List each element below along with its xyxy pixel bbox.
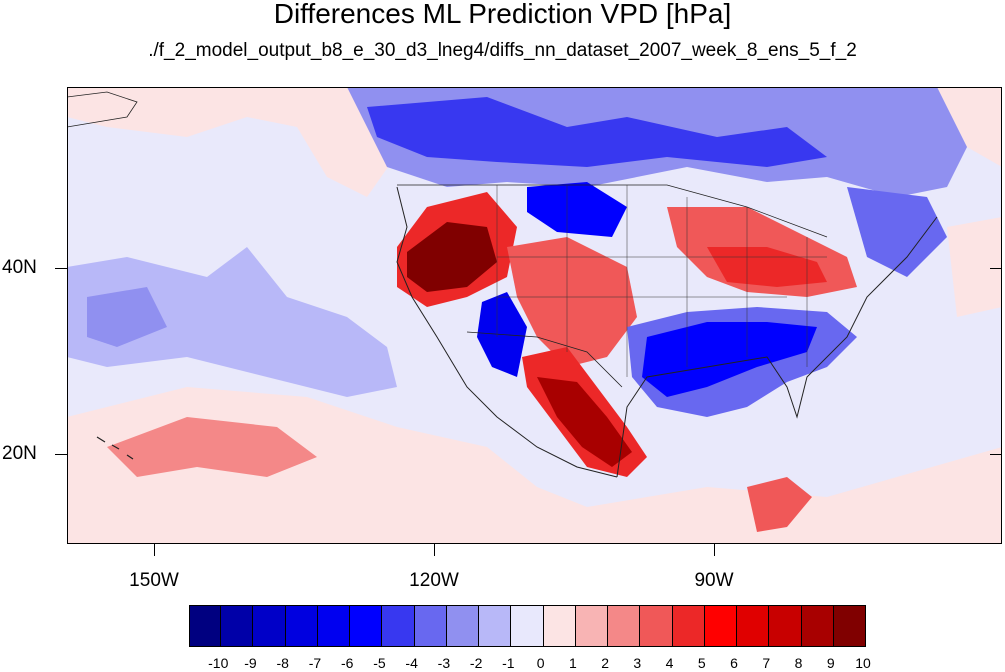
colorbar-box	[704, 605, 738, 647]
coastline-gulf	[616, 216, 938, 478]
colorbar-label: 9	[826, 655, 835, 671]
border-us-mexico	[466, 331, 623, 388]
field-red-hawaii	[107, 417, 317, 477]
tick-120w	[434, 544, 435, 556]
colorbar-label: 4	[665, 655, 674, 671]
colorbar-box	[543, 605, 576, 647]
colorbar-label: 8	[794, 655, 803, 671]
field-darkred-california	[407, 222, 497, 292]
map-title: Differences ML Prediction VPD [hPa]	[273, 0, 732, 29]
hawaii-islands	[96, 436, 134, 460]
field-pale-red-e	[947, 217, 1002, 317]
colorbar-box	[446, 605, 480, 647]
tick-40n-right	[990, 268, 1002, 269]
colorbar-box	[189, 605, 222, 647]
lat-label-40n: 40N	[2, 257, 37, 278]
colorbar-label: 10	[855, 655, 871, 671]
field-pale-red-ne	[937, 87, 1002, 167]
field-blue-pacific	[67, 247, 397, 397]
colorbar-box	[575, 605, 609, 647]
tick-20n-right	[990, 454, 1002, 455]
field-darkred-mexico	[537, 377, 632, 467]
colorbar-label: -5	[373, 655, 386, 671]
colorbar-label: 6	[730, 655, 738, 671]
colorbar-box	[737, 605, 770, 647]
colorbar-label: 3	[633, 655, 642, 671]
alaska-coast	[67, 91, 138, 128]
colorbar-label: 0	[536, 655, 545, 671]
field-blue-canada-dark	[367, 97, 827, 167]
colorbar-label: 7	[762, 655, 771, 671]
colorbar-box	[382, 605, 415, 647]
colorbar-box	[285, 605, 318, 647]
colorbar-label: 5	[697, 655, 706, 671]
tick-150w	[154, 544, 155, 556]
tick-40n	[55, 268, 67, 269]
colorbar-label: -8	[276, 655, 289, 671]
state-lines	[496, 185, 827, 377]
colorbar-box	[511, 605, 544, 647]
colorbar-label: -6	[340, 655, 354, 671]
field-blue-dakota	[527, 182, 627, 237]
field-blue-pacific-dark	[87, 287, 167, 347]
lon-label-150w: 150W	[129, 570, 179, 591]
field-blue-southeast-dark	[642, 322, 817, 397]
colorbar-box	[414, 605, 447, 647]
field-red-south-small	[747, 477, 812, 532]
colorbar-label: -3	[437, 655, 451, 671]
tick-90w	[714, 544, 715, 556]
colorbar-box	[640, 605, 673, 647]
field-blue-east	[847, 187, 947, 277]
colorbar-label: 1	[568, 655, 577, 671]
tick-20n	[55, 454, 67, 455]
field-red-central	[507, 237, 637, 367]
colorbar-box	[253, 605, 286, 647]
colorbar-box	[769, 605, 802, 647]
colorbar-box	[801, 605, 834, 647]
lat-label-20n: 20N	[2, 443, 37, 464]
vpd-difference-map	[67, 87, 1002, 544]
coastline-west	[396, 186, 618, 478]
colorbar-box	[833, 605, 866, 647]
colorbar-label: -4	[405, 655, 418, 671]
colorbar-box	[672, 605, 705, 647]
colorbar-box	[608, 605, 641, 647]
colorbar-label: -7	[308, 655, 322, 671]
colorbar-label: -2	[469, 655, 483, 671]
lon-label-120w: 120W	[409, 570, 459, 591]
map-subtitle: ./f_2_model_output_b8_e_30_d3_lneg4/diff…	[148, 40, 857, 61]
field-pale-red-nw	[67, 87, 407, 197]
border-us-canada	[397, 184, 828, 238]
colorbar-label: -9	[244, 655, 257, 671]
colorbar-box	[221, 605, 254, 647]
colorbar-box	[350, 605, 383, 647]
colorbar-label: 2	[601, 655, 609, 671]
colorbar-box	[479, 605, 512, 647]
colorbar-label: -10	[208, 655, 229, 671]
colorbar-box	[317, 605, 351, 647]
colorbar-label: -1	[502, 655, 515, 671]
lon-label-90w: 90W	[694, 570, 734, 591]
